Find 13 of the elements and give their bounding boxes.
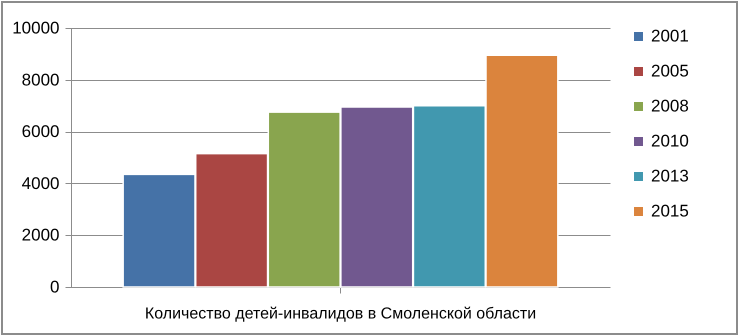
y-tick-label: 10000 bbox=[12, 18, 60, 38]
legend-label: 2010 bbox=[651, 132, 689, 150]
legend-label: 2015 bbox=[651, 202, 689, 220]
y-tick-label: 0 bbox=[50, 278, 60, 296]
legend-label: 2001 bbox=[651, 26, 689, 46]
legend-label: 2008 bbox=[651, 96, 689, 116]
y-tick-label: 8000 bbox=[22, 70, 60, 90]
y-tick-label: 2000 bbox=[22, 226, 60, 245]
y-tick-label: 4000 bbox=[22, 174, 60, 193]
y-tick-label: 6000 bbox=[22, 122, 60, 142]
legend-label: 2005 bbox=[651, 62, 689, 80]
legend-label: 2013 bbox=[651, 166, 689, 186]
x-tick-label: Количество детей-инвалидов в Смоленской области bbox=[144, 306, 536, 322]
